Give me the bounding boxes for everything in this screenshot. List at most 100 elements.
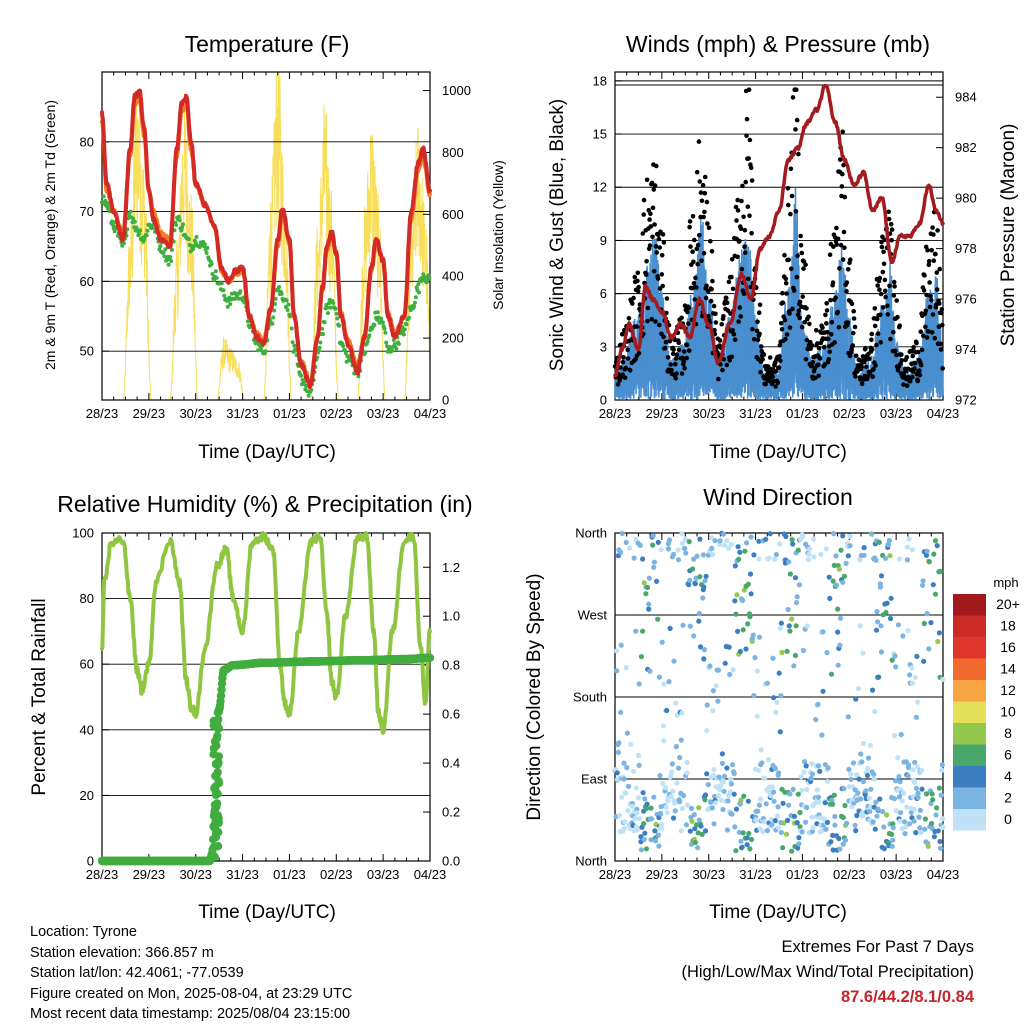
dewpoint-point [333, 306, 338, 311]
wind-direction-point [698, 823, 704, 829]
gust-point [842, 194, 848, 200]
y-tick-label: 20 [80, 788, 94, 803]
x-tick-label: 02/23 [320, 406, 353, 421]
gust-point [636, 284, 641, 290]
y2-tick-label: 400 [442, 269, 464, 284]
wind-direction-point [726, 545, 732, 551]
gust-point [793, 209, 799, 214]
gust-point [835, 309, 840, 315]
gust-point [940, 322, 945, 328]
gust-point [747, 213, 752, 218]
gust-point [878, 312, 883, 318]
gust-point [691, 259, 696, 265]
gust-point [887, 283, 892, 289]
gust-point [750, 326, 755, 332]
wind-direction-point [903, 824, 909, 830]
gust-point [926, 258, 932, 264]
wind-direction-point [789, 537, 795, 543]
wind-direction-point [659, 639, 665, 645]
wind-direction-point [922, 826, 928, 832]
wind-direction-point [692, 839, 699, 846]
dewpoint-point [387, 345, 392, 349]
gust-point [673, 376, 678, 381]
wind-direction-point [763, 536, 769, 542]
wind-direction-point [733, 848, 739, 854]
wind-direction-point [740, 627, 746, 633]
wind-direction-point [907, 672, 913, 678]
gust-point [874, 342, 879, 348]
gust-point [834, 242, 840, 247]
wind-direction-point [853, 828, 859, 834]
gust-point [816, 362, 821, 368]
wind-direction-point [840, 814, 846, 821]
wind-direction-point [720, 806, 726, 813]
wind-direction-point [678, 828, 684, 834]
gust-point [891, 279, 897, 285]
wind-direction-point [824, 778, 831, 784]
gust-point [783, 281, 789, 286]
gust-point [692, 237, 697, 243]
wind-direction-point [855, 686, 862, 692]
gust-point [687, 219, 693, 224]
wind-direction-point [863, 788, 869, 794]
solar-y2-axis-title: Solar Insolation (Yellow) [490, 160, 506, 310]
wind-direction-point [715, 698, 721, 704]
wind-direction-point [828, 839, 834, 845]
dewpoint-point [144, 233, 149, 238]
station-pressure-line [613, 84, 945, 378]
wind-direction-point [830, 832, 836, 839]
gust-point [823, 312, 828, 318]
gust-point [704, 283, 709, 289]
gust-point [797, 299, 803, 305]
wind-direction-point [700, 552, 706, 558]
gust-point [821, 345, 827, 350]
gust-point [831, 244, 836, 249]
colorbar-swatch [953, 723, 986, 745]
x-tick-label: 02/23 [833, 406, 866, 421]
wind-direction-point [852, 822, 858, 828]
gust-point [924, 335, 930, 340]
gust-point [657, 245, 662, 250]
wind-direction-point [646, 575, 652, 581]
precip-total-point [214, 723, 223, 732]
gust-point [824, 301, 829, 306]
extremes-values: 87.6/44.2/8.1/0.84 [840, 988, 974, 1006]
wind-direction-point [711, 793, 718, 799]
dewpoint-point [367, 333, 372, 338]
wind-direction-point [884, 600, 890, 606]
gust-point [660, 232, 666, 237]
wind-direction-point [633, 785, 640, 791]
gust-point [730, 286, 736, 292]
wind-direction-point [796, 841, 802, 847]
y-tick-label: 12 [593, 180, 607, 195]
gust-point [842, 245, 847, 250]
wind-direction-point [657, 773, 663, 779]
wind-direction-point [807, 546, 813, 552]
wind-direction-point [703, 573, 709, 579]
wind-direction-point [677, 754, 683, 761]
gust-point [630, 301, 635, 306]
wind-direction-point [914, 764, 921, 770]
dewpoint-point [302, 379, 307, 384]
wind-direction-point [683, 822, 690, 828]
wind-direction-point [910, 767, 916, 773]
gust-point [915, 378, 921, 384]
gust-point [741, 214, 746, 220]
wind-direction-point [909, 680, 916, 687]
wind-direction-point [654, 578, 660, 585]
dewpoint-point [292, 343, 297, 348]
wind-direction-point [677, 799, 683, 805]
gust-point [913, 361, 918, 366]
wind-direction-point [727, 671, 733, 678]
wind-direction-point [764, 680, 771, 686]
wind-direction-point [775, 804, 781, 810]
gust-point [835, 236, 841, 242]
wind-direction-point [701, 656, 707, 662]
wind-direction-point [672, 808, 678, 814]
dewpoint-point [145, 228, 150, 233]
wind-direction-point [637, 542, 643, 549]
gust-point [760, 357, 765, 362]
gust-point [813, 375, 818, 381]
wind-direction-point [751, 693, 757, 699]
gust-point [668, 362, 673, 367]
